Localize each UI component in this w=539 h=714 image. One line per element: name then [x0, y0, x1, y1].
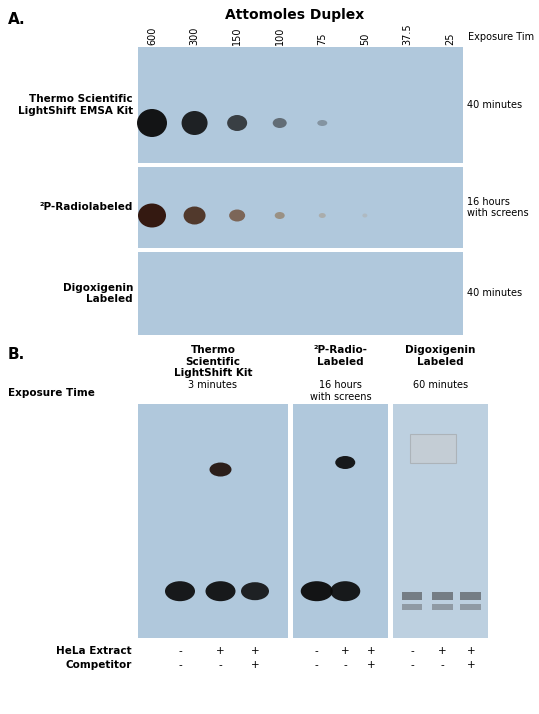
Text: Exposure Tim: Exposure Tim	[468, 32, 534, 42]
Text: +: +	[467, 646, 475, 656]
Bar	[138, 248, 463, 252]
Ellipse shape	[138, 203, 166, 228]
Text: 40 minutes: 40 minutes	[467, 100, 522, 110]
Text: +: +	[367, 660, 375, 670]
Ellipse shape	[227, 115, 247, 131]
Text: -: -	[178, 660, 182, 670]
Ellipse shape	[362, 213, 368, 218]
Text: +: +	[367, 646, 375, 656]
Text: Exposure Time: Exposure Time	[8, 388, 95, 398]
Text: 3 minutes: 3 minutes	[189, 380, 238, 390]
Bar	[138, 252, 463, 335]
Ellipse shape	[205, 581, 236, 601]
Bar	[432, 592, 453, 600]
Ellipse shape	[165, 581, 195, 601]
Text: -: -	[410, 646, 414, 656]
Ellipse shape	[273, 118, 287, 128]
Text: Digoxigenin
Labeled: Digoxigenin Labeled	[63, 283, 133, 304]
Text: 100: 100	[275, 26, 285, 45]
Ellipse shape	[184, 206, 205, 224]
Text: +: +	[467, 660, 475, 670]
Text: 40 minutes: 40 minutes	[467, 288, 522, 298]
Text: ²P-Radiolabeled: ²P-Radiolabeled	[40, 203, 133, 213]
Text: Attomoles Duplex: Attomoles Duplex	[225, 8, 364, 22]
Bar	[138, 167, 463, 248]
Text: 25: 25	[445, 33, 455, 45]
Ellipse shape	[137, 109, 167, 137]
Bar	[293, 404, 388, 638]
Ellipse shape	[210, 463, 231, 476]
Bar	[138, 47, 463, 163]
Text: Digoxigenin
Labeled: Digoxigenin Labeled	[405, 345, 476, 366]
Bar	[388, 404, 393, 638]
Ellipse shape	[330, 581, 360, 601]
Bar	[393, 404, 488, 638]
Text: -: -	[343, 660, 347, 670]
Bar	[460, 592, 481, 600]
Text: +: +	[216, 646, 225, 656]
Text: A.: A.	[8, 12, 26, 27]
Text: 50: 50	[360, 33, 370, 45]
Bar	[460, 604, 481, 610]
Ellipse shape	[317, 120, 327, 126]
Text: 60 minutes: 60 minutes	[413, 380, 468, 390]
Text: Competitor: Competitor	[66, 660, 132, 670]
Text: +: +	[251, 660, 259, 670]
Bar	[402, 604, 423, 610]
Text: -: -	[315, 660, 319, 670]
Bar	[402, 592, 423, 600]
Text: -: -	[440, 660, 444, 670]
Text: Thermo
Scientific
LightShift Kit: Thermo Scientific LightShift Kit	[174, 345, 252, 378]
Ellipse shape	[275, 212, 285, 219]
Text: +: +	[438, 646, 447, 656]
Text: 150: 150	[232, 26, 242, 45]
Ellipse shape	[241, 582, 269, 600]
Text: ²P-Radio-
Labeled: ²P-Radio- Labeled	[314, 345, 368, 366]
Text: 16 hours
with screens: 16 hours with screens	[467, 196, 529, 218]
Bar	[432, 604, 453, 610]
Text: -: -	[178, 646, 182, 656]
Text: B.: B.	[8, 347, 25, 362]
Bar	[410, 434, 455, 463]
Ellipse shape	[182, 111, 208, 135]
Text: 600: 600	[147, 26, 157, 45]
Text: -: -	[315, 646, 319, 656]
Bar	[288, 404, 293, 638]
Text: 16 hours
with screens: 16 hours with screens	[310, 380, 371, 401]
Ellipse shape	[301, 581, 333, 601]
Text: -: -	[410, 660, 414, 670]
Bar	[138, 404, 288, 638]
Ellipse shape	[229, 209, 245, 221]
Text: +: +	[251, 646, 259, 656]
Ellipse shape	[319, 213, 326, 218]
Text: +: +	[341, 646, 350, 656]
Text: HeLa Extract: HeLa Extract	[57, 646, 132, 656]
Text: Thermo Scientific
LightShift EMSA Kit: Thermo Scientific LightShift EMSA Kit	[18, 94, 133, 116]
Text: -: -	[219, 660, 223, 670]
Text: 37.5: 37.5	[403, 24, 412, 45]
Ellipse shape	[335, 456, 355, 469]
Bar	[138, 163, 463, 167]
Text: 75: 75	[317, 33, 327, 45]
Text: 300: 300	[190, 26, 199, 45]
